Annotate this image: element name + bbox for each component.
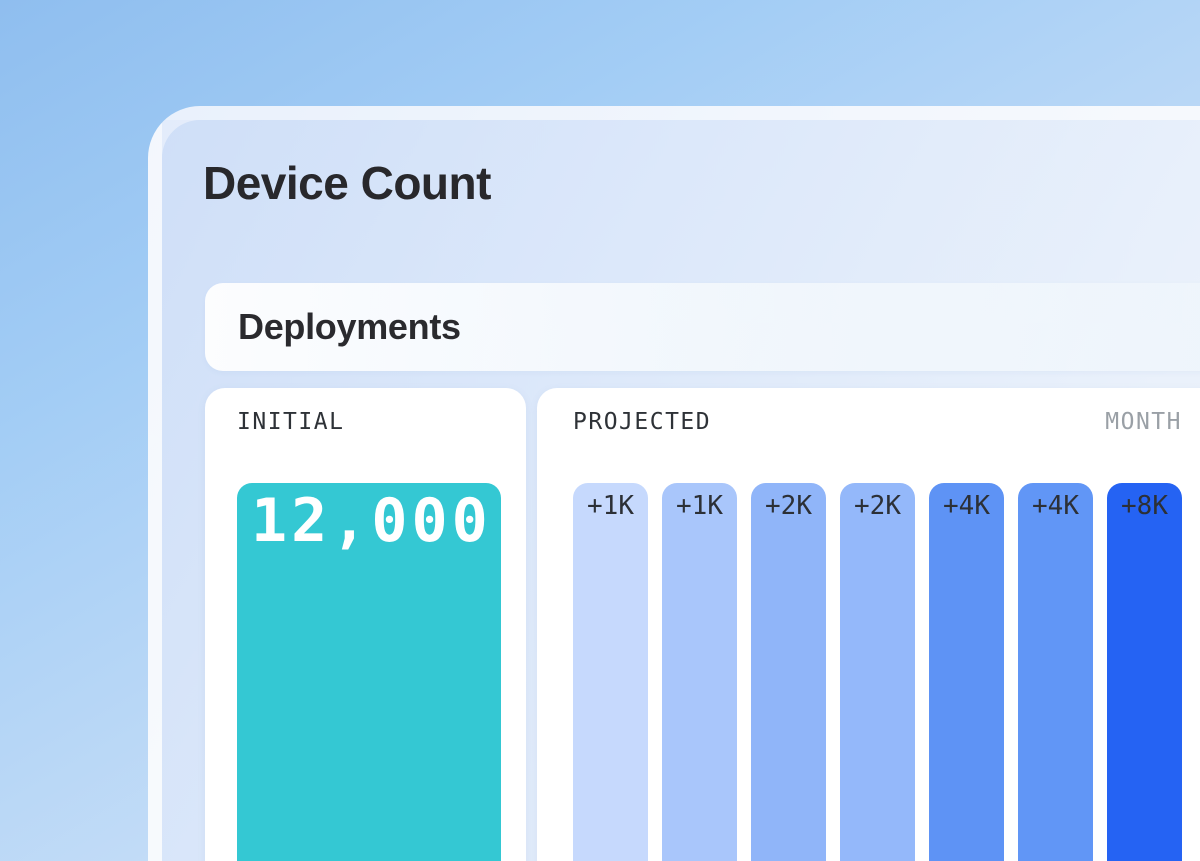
- projected-bar: +4K: [929, 483, 1004, 861]
- month-axis-label: MONTH: [1105, 409, 1182, 435]
- device-count-card: Device Count Deployments INITIAL 12,000 …: [148, 106, 1200, 861]
- projected-bar: +2K: [840, 483, 915, 861]
- projected-bar-label: +2K: [765, 491, 812, 521]
- projected-bar-label: +4K: [1032, 491, 1079, 521]
- initial-panel-label: INITIAL: [237, 409, 345, 435]
- projected-bars-group: +1K +1K +2K +2K +4K +4K +8K: [573, 483, 1182, 861]
- projected-bar-label: +4K: [943, 491, 990, 521]
- projected-bar: +4K: [1018, 483, 1093, 861]
- projected-bar: +1K: [662, 483, 737, 861]
- initial-panel: INITIAL 12,000: [205, 388, 526, 861]
- projected-panel-label: PROJECTED: [573, 409, 712, 435]
- deployments-header-label: Deployments: [238, 306, 461, 347]
- projected-panel: PROJECTED MONTH +1K +1K +2K +2K +4K +4K +8K: [537, 388, 1200, 861]
- initial-value: 12,000: [251, 486, 492, 556]
- projected-bar: +8K: [1107, 483, 1182, 861]
- deployments-header-bar[interactable]: Deployments: [205, 283, 1200, 371]
- projected-panel-header: PROJECTED MONTH: [573, 411, 1182, 434]
- projected-bar-label: +2K: [854, 491, 901, 521]
- projected-bar-label: +1K: [676, 491, 723, 521]
- initial-value-box: 12,000: [237, 483, 501, 861]
- page-title: Device Count: [203, 157, 491, 209]
- projected-bar: +1K: [573, 483, 648, 861]
- projected-bar-label: +8K: [1121, 491, 1168, 521]
- projected-bar: +2K: [751, 483, 826, 861]
- projected-bar-label: +1K: [587, 491, 634, 521]
